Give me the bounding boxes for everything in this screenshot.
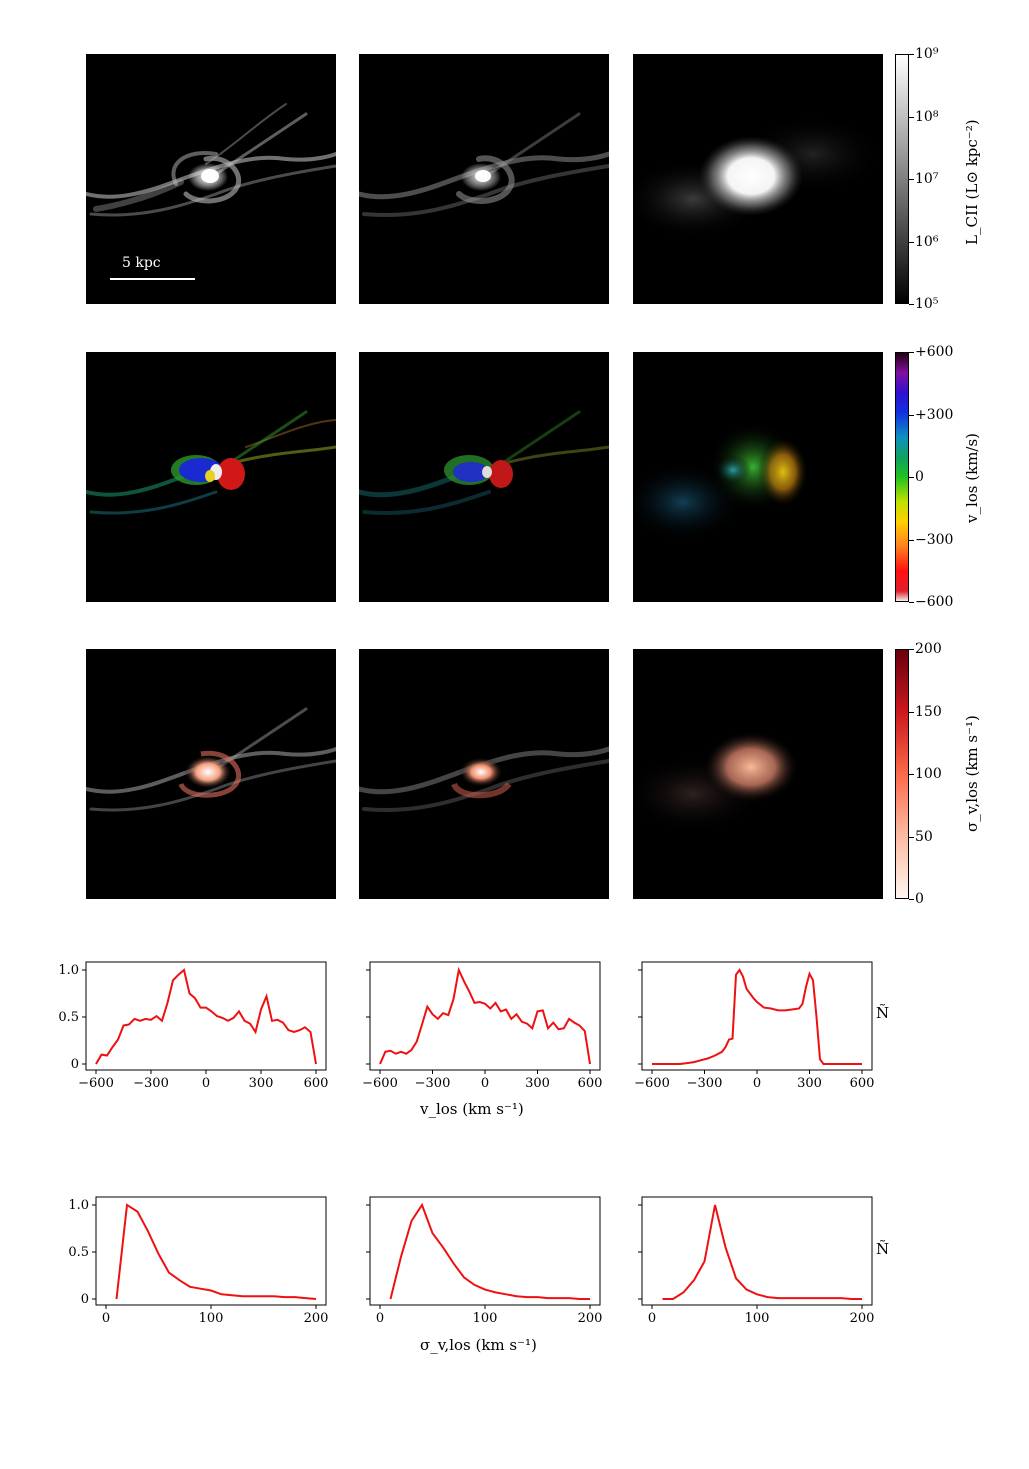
x-tick-label: 300 xyxy=(525,1076,550,1091)
colorbar-tick xyxy=(909,241,914,243)
plot-sigma-right: 0 100 200 xyxy=(638,1196,875,1326)
colorbar-tick xyxy=(909,711,914,713)
luminosity-map-middle xyxy=(359,54,609,304)
vlos-xlabel: v_los (km s⁻¹) xyxy=(420,1100,524,1118)
velocity-colorbar xyxy=(895,352,909,602)
colorbar-tick xyxy=(909,352,914,353)
colorbar-tick xyxy=(909,179,914,180)
x-tick-label: 100 xyxy=(199,1311,224,1326)
colorbar-tick-label: +300 xyxy=(915,406,954,423)
colorbar-tick-label: 200 xyxy=(915,641,942,657)
colorbar-tick-label: −600 xyxy=(915,594,954,610)
x-tick-label: 200 xyxy=(850,1311,875,1326)
x-tick-label: 100 xyxy=(473,1311,498,1326)
colorbar-tick xyxy=(909,602,914,603)
series-line xyxy=(389,1202,590,1300)
scale-bar-label: 5 kpc xyxy=(122,255,161,271)
x-tick-label: −300 xyxy=(687,1076,723,1091)
vlos-ylabel: Ñ xyxy=(876,1004,890,1022)
colorbar-tick xyxy=(909,899,914,900)
dispersion-map-right xyxy=(633,649,883,899)
colorbar-tick-label: 50 xyxy=(915,828,933,845)
colorbar-tick xyxy=(909,414,914,416)
colorbar-tick-label: 10⁸ xyxy=(915,108,939,125)
plot-vlos-right: −600 −300 0 300 600 xyxy=(634,961,875,1091)
axes-frame xyxy=(641,961,873,1071)
x-tick-label: 600 xyxy=(578,1076,603,1091)
colorbar-tick xyxy=(909,477,914,478)
colorbar-tick-label: 0 xyxy=(915,891,924,907)
colorbar-tick-label: 10⁹ xyxy=(915,46,939,62)
colorbar-tick-label: 0 xyxy=(915,469,924,485)
axes-frame xyxy=(641,1196,873,1306)
x-tick-label: 0 xyxy=(376,1311,384,1326)
axes-frame xyxy=(85,961,327,1071)
x-tick-label: 200 xyxy=(304,1311,329,1326)
colorbar-tick-label: 10⁷ xyxy=(915,171,939,187)
colorbar-tick xyxy=(909,304,914,305)
plot-sigma-middle: 0 100 200 xyxy=(366,1196,603,1326)
axes-frame xyxy=(369,1196,601,1306)
velocity-map-right xyxy=(633,352,883,602)
colorbar-tick-label: 100 xyxy=(915,766,942,782)
colorbar-tick xyxy=(909,774,914,775)
plot-vlos-left: −600 −300 0 300 600 0 0.5 1.0 xyxy=(58,961,329,1091)
y-tick-label: 0 xyxy=(71,1057,79,1072)
colorbar-tick xyxy=(909,649,914,650)
x-tick-label: −600 xyxy=(78,1076,114,1091)
colorbar-tick xyxy=(909,539,914,541)
x-tick-label: −600 xyxy=(362,1076,398,1091)
luminosity-colorbar-label: L_CII (L⊙ kpc⁻²) xyxy=(963,119,981,245)
colorbar-tick-label: −300 xyxy=(915,531,954,548)
x-tick-label: 100 xyxy=(745,1311,770,1326)
series-line xyxy=(95,968,317,1065)
luminosity-colorbar xyxy=(895,54,909,304)
y-tick-label: 1.0 xyxy=(68,1198,89,1213)
x-tick-label: 300 xyxy=(249,1076,274,1091)
axes-frame xyxy=(369,961,601,1071)
plot-sigma-left: 0 100 200 0 0.5 1.0 xyxy=(68,1196,329,1326)
colorbar-tick-label: +600 xyxy=(915,344,954,360)
velocity-map-middle xyxy=(359,352,609,602)
velocity-map-left xyxy=(86,352,336,602)
dispersion-colorbar xyxy=(895,649,909,899)
x-tick-label: 0 xyxy=(202,1076,210,1091)
x-tick-label: 300 xyxy=(797,1076,822,1091)
x-tick-label: 200 xyxy=(578,1311,603,1326)
dispersion-colorbar-label: σ_v,los (km s⁻¹) xyxy=(963,715,981,832)
series-line xyxy=(652,968,862,1065)
x-tick-label: 600 xyxy=(850,1076,875,1091)
velocity-colorbar-label: v_los (km/s) xyxy=(963,432,981,523)
sigma-xlabel: σ_v,los (km s⁻¹) xyxy=(420,1336,537,1354)
x-tick-label: −300 xyxy=(133,1076,169,1091)
axes-frame xyxy=(95,1196,327,1306)
colorbar-tick xyxy=(909,54,914,55)
colorbar-tick-label: 10⁵ xyxy=(915,296,939,312)
dispersion-map-left xyxy=(86,649,336,899)
colorbar-tick-label: 10⁶ xyxy=(915,233,939,250)
y-tick-label: 0.5 xyxy=(58,1010,79,1025)
colorbar-tick xyxy=(909,836,914,838)
series-line xyxy=(379,966,591,1065)
luminosity-map-left: 5 kpc xyxy=(86,54,336,304)
sigma-ylabel: Ñ xyxy=(876,1240,890,1258)
x-tick-label: 0 xyxy=(481,1076,489,1091)
x-tick-label: −600 xyxy=(634,1076,670,1091)
series-line xyxy=(115,1203,317,1300)
x-tick-label: −300 xyxy=(415,1076,451,1091)
x-tick-label: 0 xyxy=(102,1311,110,1326)
colorbar-tick xyxy=(909,116,914,118)
y-tick-label: 0.5 xyxy=(68,1245,89,1260)
colorbar-tick-label: 150 xyxy=(915,703,942,720)
x-tick-label: 0 xyxy=(753,1076,761,1091)
y-tick-label: 0 xyxy=(81,1292,89,1307)
y-tick-label: 1.0 xyxy=(58,963,79,978)
dispersion-map-middle xyxy=(359,649,609,899)
x-tick-label: 0 xyxy=(648,1311,656,1326)
plot-vlos-middle: −600 −300 0 300 600 xyxy=(362,961,603,1091)
series-line xyxy=(662,1204,862,1300)
luminosity-map-right xyxy=(633,54,883,304)
x-tick-label: 600 xyxy=(304,1076,329,1091)
